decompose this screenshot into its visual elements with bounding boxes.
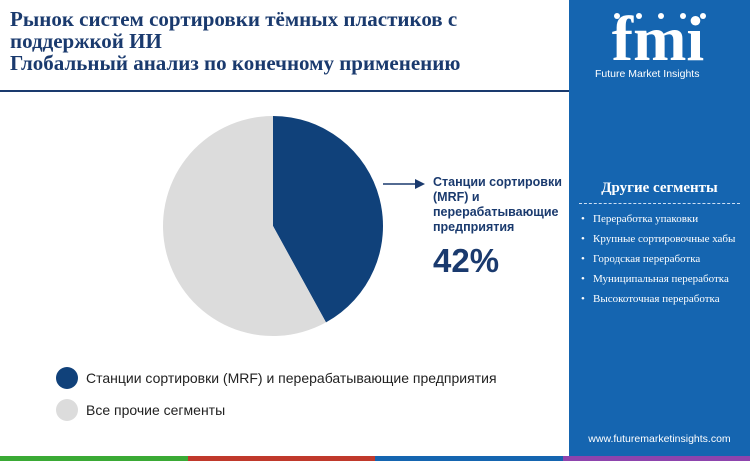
title-line-1: Рынок систем сортировки тёмных пластиков… [10, 7, 458, 31]
callout-arrow-head [415, 179, 425, 189]
legend-swatch-others [56, 399, 78, 421]
legend: Станции сортировки (MRF) и перерабатываю… [56, 366, 497, 430]
legend-item-mrf: Станции сортировки (MRF) и перерабатываю… [56, 366, 497, 390]
pie-slice-mrf [273, 116, 383, 323]
sidebar-item: Муниципальная переработка [581, 272, 746, 287]
sidebar-item: Высокоточная переработка [581, 292, 746, 307]
pie-chart [162, 116, 425, 336]
callout-value: 42% [433, 242, 500, 279]
title-line-3: Глобальный анализ по конечному применени… [10, 51, 461, 75]
bottom-bar-segment-4 [562, 456, 750, 461]
bottom-bar-segment-2 [187, 456, 375, 461]
pie-slice-others [162, 116, 326, 336]
bottom-bar-segment-1 [0, 456, 188, 461]
fmi-logo: fmi [612, 8, 706, 68]
sidebar-divider [579, 203, 740, 204]
sidebar-item: Городская переработка [581, 252, 746, 267]
sidebar-item: Переработка упаковки [581, 212, 746, 227]
legend-label-others: Все прочие сегменты [86, 402, 226, 418]
fmi-logo-text: fmi [612, 8, 704, 68]
sidebar: fmi Future Market Insights Другие сегмен… [569, 0, 750, 456]
bottom-bar-segment-3 [375, 456, 563, 461]
title-line-2: поддержкой ИИ [10, 29, 162, 53]
legend-swatch-mrf [56, 367, 78, 389]
website-url[interactable]: www.futuremarketinsights.com [588, 433, 731, 445]
sidebar-title: Другие сегменты [601, 180, 718, 196]
callout-label: Станции сортировки (MRF) и перерабатываю… [433, 175, 562, 234]
chart-title: Рынок систем сортировки тёмных пластиков… [10, 8, 565, 74]
legend-item-others: Все прочие сегменты [56, 398, 497, 422]
sidebar-segment-list: Переработка упаковки Крупные сортировочн… [581, 212, 746, 312]
title-divider [0, 90, 569, 92]
bottom-color-bar [0, 456, 750, 461]
sidebar-item: Крупные сортировочные хабы [581, 232, 746, 247]
logo-tagline: Future Market Insights [595, 68, 700, 80]
legend-label-mrf: Станции сортировки (MRF) и перерабатываю… [86, 370, 497, 386]
